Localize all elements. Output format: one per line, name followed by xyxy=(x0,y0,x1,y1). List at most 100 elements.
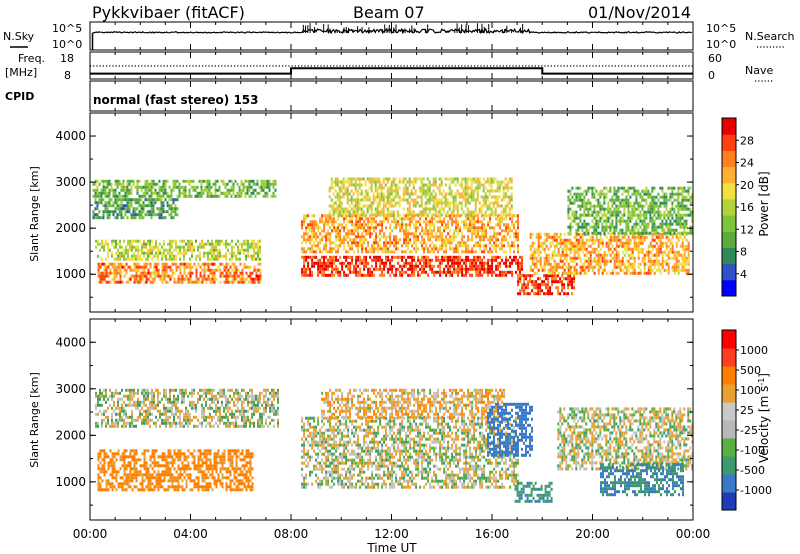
power-cell-5 xyxy=(311,250,314,254)
power-cell-4 xyxy=(477,264,480,268)
power-cell-0 xyxy=(112,194,115,198)
power-cell-1 xyxy=(134,207,137,211)
power-cell-8 xyxy=(685,262,688,266)
power-cell-5 xyxy=(311,238,314,242)
power-cell-9 xyxy=(615,225,618,229)
power-cell-0 xyxy=(150,191,153,195)
power-cell-9 xyxy=(593,222,596,226)
power-cell-7 xyxy=(543,280,546,284)
power-cell-5 xyxy=(365,223,368,227)
power-cell-9 xyxy=(619,186,622,190)
power-cell-2 xyxy=(133,251,135,255)
power-cell-2 xyxy=(143,242,145,246)
power-cell-9 xyxy=(629,186,632,190)
power-cell-6 xyxy=(354,180,357,184)
power-cell-8 xyxy=(633,259,636,263)
power-cell-6 xyxy=(328,213,331,217)
power-cell-6 xyxy=(456,180,459,184)
power-cell-8 xyxy=(611,268,614,272)
power-cell-3 xyxy=(127,265,130,269)
power-cell-4 xyxy=(311,270,314,274)
power-cell-1 xyxy=(176,198,179,202)
power-cell-3 xyxy=(155,268,158,272)
power-cell-5 xyxy=(431,223,434,227)
power-cell-6 xyxy=(444,195,447,199)
power-cell-6 xyxy=(330,198,333,202)
power-cell-6 xyxy=(464,204,467,208)
power-cell-5 xyxy=(437,238,440,242)
power-cell-6 xyxy=(470,189,473,193)
power-cell-5 xyxy=(459,241,462,245)
power-cell-5 xyxy=(375,220,378,224)
power-cell-8 xyxy=(627,247,630,251)
power-cell-6 xyxy=(510,177,513,181)
power-cell-3 xyxy=(125,268,128,272)
power-cell-9 xyxy=(587,189,590,193)
power-cell-6 xyxy=(384,204,387,208)
power-cell-6 xyxy=(488,213,491,217)
power-cell-6 xyxy=(390,189,393,193)
power-cell-4 xyxy=(479,264,482,268)
power-cell-2 xyxy=(209,257,211,261)
power-cell-6 xyxy=(370,186,373,190)
power-cell-8 xyxy=(607,244,610,248)
power-cell-5 xyxy=(431,247,434,251)
power-cell-5 xyxy=(313,226,316,230)
power-cell-6 xyxy=(480,210,483,214)
power-cell-6 xyxy=(376,177,379,181)
power-cell-8 xyxy=(569,241,572,245)
power-cell-3 xyxy=(119,271,122,275)
power-cell-5 xyxy=(327,238,330,242)
power-cell-4 xyxy=(403,270,406,274)
power-cell-9 xyxy=(583,219,586,223)
power-cell-5 xyxy=(515,235,517,239)
power-cell-7 xyxy=(569,283,572,287)
power-cell-8 xyxy=(659,244,662,248)
power-cell-8 xyxy=(637,244,640,248)
power-cell-5 xyxy=(473,226,476,230)
power-cell-1 xyxy=(130,198,133,202)
power-cell-1 xyxy=(124,207,127,211)
power-cell-0 xyxy=(140,194,143,198)
power-cell-8 xyxy=(681,259,684,263)
power-cell-0 xyxy=(268,188,271,192)
power-cell-5 xyxy=(373,217,376,221)
power-cell-6 xyxy=(498,195,501,199)
power-cell-4 xyxy=(417,264,420,268)
power-cell-6 xyxy=(456,213,459,217)
power-cell-5 xyxy=(415,226,418,230)
power-cell-6 xyxy=(422,177,425,181)
power-cell-5 xyxy=(505,214,508,218)
power-cell-4 xyxy=(495,267,498,271)
power-cell-8 xyxy=(595,253,598,257)
power-cell-2 xyxy=(97,254,99,258)
power-cell-6 xyxy=(496,204,499,208)
power-cell-9 xyxy=(603,186,606,190)
power-cell-2 xyxy=(187,245,189,249)
power-cell-5 xyxy=(481,238,484,242)
power-cell-4 xyxy=(505,258,508,262)
power-cell-1 xyxy=(140,204,143,208)
power-cell-4 xyxy=(375,264,378,268)
power-cell-4 xyxy=(363,264,366,268)
power-cell-6 xyxy=(468,213,471,217)
power-cell-4 xyxy=(409,255,412,259)
power-cell-5 xyxy=(469,238,472,242)
power-cell-4 xyxy=(307,255,310,259)
power-cell-6 xyxy=(334,210,337,214)
power-cell-3 xyxy=(195,280,198,284)
power-cell-8 xyxy=(685,268,688,272)
power-cell-8 xyxy=(615,241,618,245)
power-cell-4 xyxy=(369,273,372,277)
power-cell-4 xyxy=(355,270,358,274)
power-cell-2 xyxy=(147,242,149,246)
power-cell-3 xyxy=(129,265,132,269)
power-cell-2 xyxy=(257,248,259,252)
power-cell-6 xyxy=(370,207,373,211)
power-cell-8 xyxy=(585,253,588,257)
power-cell-3 xyxy=(217,265,220,269)
power-cell-5 xyxy=(473,250,476,254)
power-cell-2 xyxy=(161,254,163,258)
power-cell-4 xyxy=(317,258,320,262)
power-cell-4 xyxy=(365,255,368,259)
